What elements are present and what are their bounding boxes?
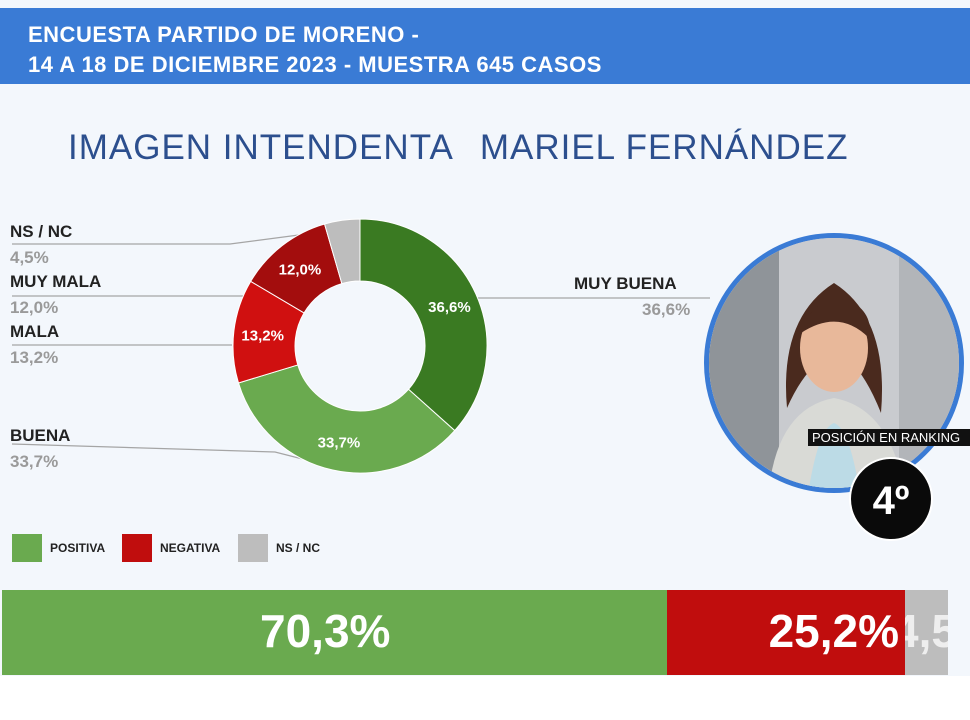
label-ns-nc: NS / NC <box>10 222 73 241</box>
footer-strip <box>0 676 970 720</box>
label-buena: BUENA <box>10 426 71 445</box>
donut-data-label-muy-buena: 36,6% <box>428 299 471 316</box>
label-muy-buena: MUY BUENA <box>574 274 677 293</box>
donut-slice-ns-nc <box>323 218 361 285</box>
chart-title: IMAGEN INTENDENTA MARIEL FERNÁNDEZ <box>68 128 848 168</box>
donut-data-label-buena: 33,7% <box>318 435 361 452</box>
legend-swatch-positiva <box>12 534 42 562</box>
donut-slice-muy-buena <box>359 218 488 432</box>
donut-slice-buena <box>237 364 456 474</box>
value-muy-mala: 12,0% <box>10 298 59 317</box>
legend: POSITIVA NEGATIVA NS / NC <box>0 534 360 562</box>
header-banner: ENCUESTA PARTIDO DE MORENO - 14 A 18 DE … <box>0 8 970 84</box>
donut-data-label-mala: 13,2% <box>241 327 284 344</box>
bar-segment-positiva: 70,3% <box>2 590 667 675</box>
donut-data-label-muy-mala: 12,0% <box>279 262 322 279</box>
value-ns-nc: 4,5% <box>10 248 49 267</box>
header-line-2: 14 A 18 DE DICIEMBRE 2023 - MUESTRA 645 … <box>28 52 602 77</box>
label-mala: MALA <box>10 322 60 341</box>
label-muy-mala: MUY MALA <box>10 272 102 291</box>
value-muy-buena: 36,6% <box>642 300 691 319</box>
portrait-icon <box>709 238 959 488</box>
bar-segment-negativa: 25,2% <box>667 590 905 675</box>
bar-label-ns-nc: 4,5% <box>905 605 948 657</box>
bar-label-negativa: 25,2% <box>768 605 899 657</box>
legend-swatch-ns-nc <box>238 534 268 562</box>
value-mala: 13,2% <box>10 348 59 367</box>
legend-label-negativa: NEGATIVA <box>160 541 221 555</box>
donut-data-labels: 36,6% 33,7% 13,2% 12,0% <box>241 262 470 452</box>
ranking-label: POSICIÓN EN RANKING <box>808 429 970 446</box>
leader-line-buena <box>11 443 331 467</box>
ranking-badge: 4º <box>849 457 933 541</box>
chart-title-part-1: IMAGEN INTENDENTA <box>68 128 454 167</box>
value-buena: 33,7% <box>10 452 59 471</box>
intendenta-photo <box>704 233 964 493</box>
donut-slices <box>232 218 488 474</box>
legend-swatch-negativa <box>122 534 152 562</box>
chart-title-part-2: MARIEL FERNÁNDEZ <box>479 128 849 167</box>
legend-label-positiva: POSITIVA <box>50 541 106 555</box>
header-line-1: ENCUESTA PARTIDO DE MORENO - <box>28 22 420 47</box>
legend-label-ns-nc: NS / NC <box>276 541 321 555</box>
bar-segment-ns-nc: 4,5% <box>905 590 948 675</box>
bar-label-positiva: 70,3% <box>260 605 391 657</box>
